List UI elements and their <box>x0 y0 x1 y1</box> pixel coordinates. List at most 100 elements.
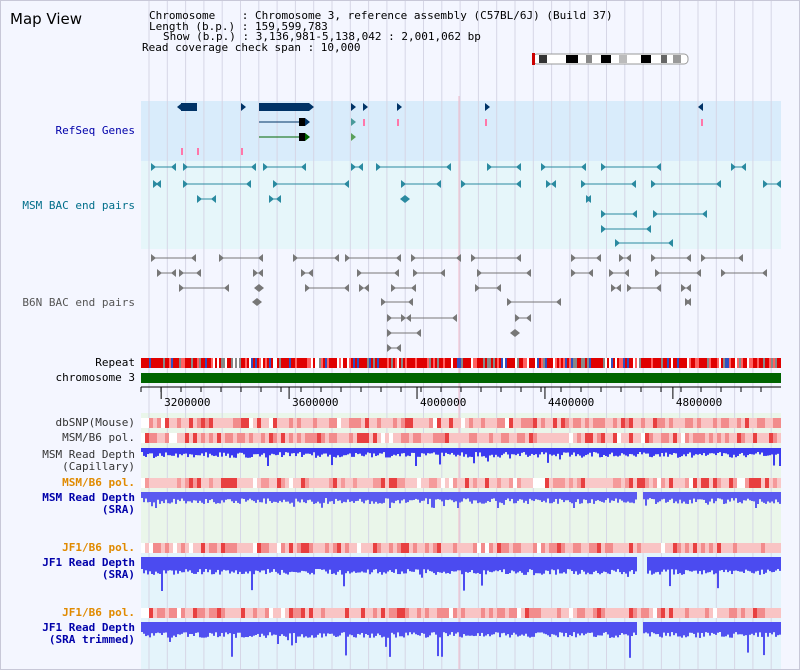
msm-capillary-depth-bar <box>233 448 235 458</box>
repeat-segment <box>771 358 773 368</box>
jf1-pol-trimmed-cell <box>741 608 745 618</box>
jf1-sra-depth-bar <box>391 557 393 572</box>
jf1-pol-trimmed-cell <box>705 608 709 618</box>
repeat-segment <box>201 358 203 368</box>
b6n-bac-pair-end <box>359 284 364 292</box>
msm-pol-cell <box>525 433 529 443</box>
repeat-segment <box>361 358 363 368</box>
msm-sra-depth-bar <box>421 492 423 501</box>
msm-pol-sra-cell <box>309 478 313 488</box>
msm-sra-depth-bar <box>409 492 411 501</box>
jf1-sra-depth-bar <box>577 557 579 575</box>
b6n-bac-pair-end <box>721 269 726 277</box>
msm-capillary-depth-bar <box>193 448 195 458</box>
msm-capillary-depth-bar <box>307 448 309 454</box>
msm-pol-cell <box>609 433 613 443</box>
msm-capillary-depth-bar <box>773 448 775 466</box>
dbsnp-cell <box>297 418 301 428</box>
msm-capillary-depth-bar <box>273 448 275 455</box>
jf1-sra-depth-bar <box>381 557 383 575</box>
dbsnp-cell <box>585 418 589 428</box>
msm-capillary-depth-bar <box>215 448 217 456</box>
refseq-genes-label[interactable]: RefSeq Genes <box>55 124 135 137</box>
jf1-sra-depth-bar <box>155 557 157 572</box>
jf1-pol-trimmed-cell <box>229 608 233 618</box>
jf1-pol-trimmed-cell <box>441 608 445 618</box>
repeat-segment <box>589 358 591 368</box>
msm-bac-end-pairs-label[interactable]: MSM BAC end pairs <box>22 199 135 212</box>
jf1-pol-cell <box>169 543 173 553</box>
msm-capillary-depth-bar <box>353 448 355 457</box>
msm-sra-depth-bar <box>267 492 269 499</box>
jf1-sra-depth-bar <box>367 557 369 570</box>
jf1-pol-cell <box>549 543 553 553</box>
msm-capillary-depth-bar <box>693 448 695 456</box>
jf1-pol-cell <box>573 543 577 553</box>
msm-sra-depth-bar <box>529 492 531 499</box>
jf1-pol-trimmed-cell <box>673 608 677 618</box>
repeat-segment <box>703 358 705 368</box>
jf1-trimmed-depth-bar <box>763 622 765 656</box>
msm-sra-depth-bar <box>357 492 359 501</box>
jf1-pol-trimmed-cell <box>313 608 317 618</box>
msm-sra-depth-bar <box>573 492 575 508</box>
msm-capillary-depth-bar <box>599 448 601 458</box>
b6n-bac-pair-end <box>471 254 476 262</box>
b6n-bac-pair-end <box>475 284 480 292</box>
msm-sra-depth-bar <box>273 492 275 502</box>
msm-pol-sra-cell <box>649 478 653 488</box>
msm-pol-cell <box>617 433 621 443</box>
dbsnp-cell <box>677 418 681 428</box>
msm-capillary-depth-bar <box>743 448 745 456</box>
msm-pol-sra-cell <box>377 478 381 488</box>
jf1-sra-depth-bar <box>683 557 685 575</box>
msm-pol-sra-cell <box>525 478 529 488</box>
msm-pol-sra-cell <box>317 478 321 488</box>
b6n-bac-pair-end <box>556 298 561 306</box>
repeat-segment <box>571 358 573 368</box>
msm-pol-cell <box>761 433 765 443</box>
b6n-bac-pair-end <box>381 298 386 306</box>
jf1-trimmed-depth-bar <box>469 622 471 636</box>
msm-sra-depth-bar <box>627 492 629 502</box>
dbsnp-cell <box>349 418 353 428</box>
jf1-pol-cell <box>417 543 421 553</box>
jf1-trimmed-depth-bar <box>205 622 207 638</box>
jf1-sra-depth-bar <box>307 557 309 573</box>
jf1-pol-cell <box>709 543 713 553</box>
dbsnp-cell <box>301 418 305 428</box>
msm-pol-sra-cell <box>533 478 537 488</box>
dbsnp-cell <box>461 418 465 428</box>
msm-pol-cell <box>593 433 597 443</box>
jf1-trimmed-depth-bar <box>241 622 243 638</box>
jf1-trimmed-depth-bar <box>567 622 569 638</box>
msm-sra-depth-bar <box>547 492 549 499</box>
repeat-segment <box>441 358 443 368</box>
msm-sra-depth-bar <box>291 492 293 503</box>
msm-capillary-depth-bar <box>771 448 773 455</box>
repeat-segment <box>155 358 157 368</box>
msm-pol-sra-cell <box>481 478 485 488</box>
jf1-pol-trimmed-cell <box>245 608 249 618</box>
jf1-trimmed-depth-bar <box>513 622 515 633</box>
msm-pol-sra-cell <box>237 478 241 488</box>
jf1-trimmed-depth-bar <box>187 622 189 637</box>
b6n-bac-pair-end <box>357 269 362 277</box>
repeat-segment <box>581 358 583 368</box>
msm-capillary-depth-bar <box>533 448 535 456</box>
jf1-pol-cell <box>757 543 761 553</box>
jf1-sra-depth-bar <box>647 557 649 574</box>
jf1-pol-cell <box>657 543 661 553</box>
jf1-trimmed-depth-bar <box>283 622 285 636</box>
jf1-sra-depth-bar <box>167 557 169 571</box>
msm-pol-sra-cell <box>277 478 281 488</box>
jf1-trimmed-depth-bar <box>675 622 677 634</box>
jf1-pol-cell <box>489 543 493 553</box>
repeat-segment <box>371 358 373 368</box>
msm-capillary-depth-bar <box>295 448 297 457</box>
msm-sra-depth-bar <box>179 492 181 502</box>
jf1-trimmed-depth-bar <box>381 622 383 638</box>
repeat-segment <box>769 358 771 368</box>
b6n-bac-end-pairs-label[interactable]: B6N BAC end pairs <box>22 296 135 309</box>
msm-pol-cell <box>453 433 457 443</box>
